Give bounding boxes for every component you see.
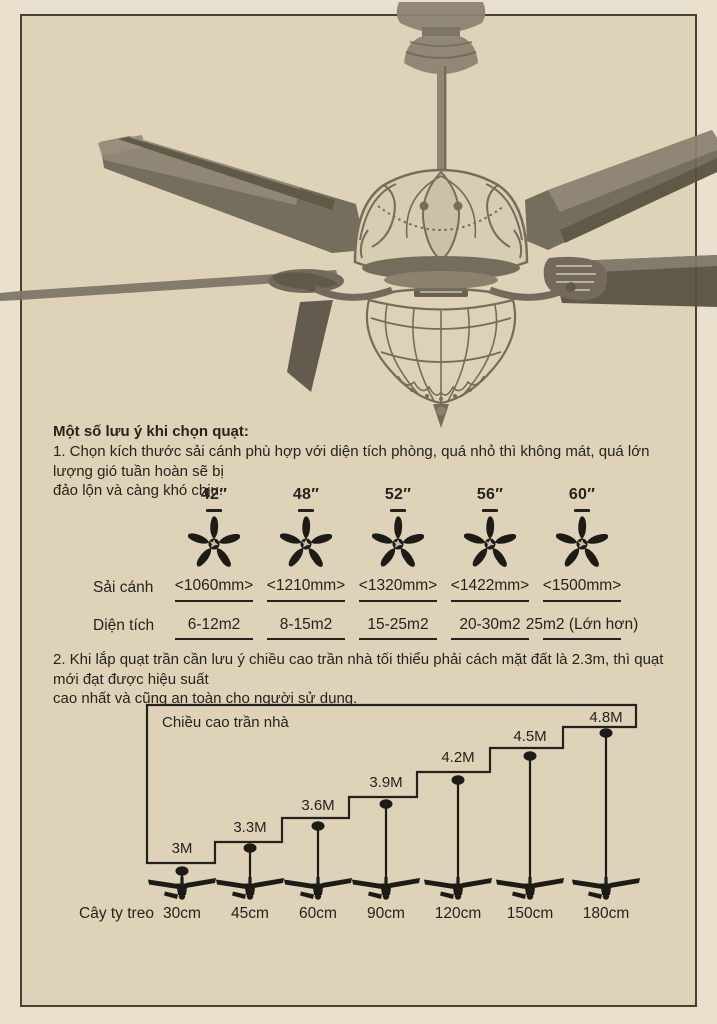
fan-mount-dash <box>206 509 222 513</box>
fan-size-label: 52″ <box>384 486 412 503</box>
fan-mount-dash <box>298 509 314 513</box>
area-value: 15-25m2 <box>367 616 429 633</box>
blade-span-value: <1060mm> <box>174 577 254 594</box>
ceiling-height-label: 4.5M <box>513 728 547 745</box>
fan-size-label: 56″ <box>476 486 504 503</box>
fan-top-view-icon <box>556 516 608 569</box>
rod-length-label: 180cm <box>582 905 630 922</box>
blade-span-value: <1500mm> <box>542 577 622 594</box>
rod-length-label: 30cm <box>163 905 201 922</box>
rod-length-label: 60cm <box>299 905 337 922</box>
divider <box>451 600 529 603</box>
fan-mount-dash <box>390 509 406 513</box>
ceiling-height-label: 3.6M <box>301 797 335 814</box>
row-label-area: Diện tích <box>93 617 155 634</box>
divider <box>359 600 437 603</box>
blade-span-value: <1422mm> <box>450 577 530 594</box>
rod-length-label: 120cm <box>434 905 482 922</box>
ceiling-height-label: 4.2M <box>441 749 475 766</box>
rod-length-label: 45cm <box>231 905 269 922</box>
blade-span-value: <1210mm> <box>266 577 346 594</box>
fan-mount-dash <box>574 509 590 513</box>
area-value: 6-12m2 <box>187 616 241 633</box>
ceiling-height-label: 4.8M <box>589 709 623 726</box>
rod-row-label: Cây ty treo <box>79 905 154 922</box>
fan-top-view-icon <box>372 516 424 569</box>
fan-top-view-icon <box>280 516 332 569</box>
note-2: 2. Khi lắp quạt trần cần lưu ý chiều cao… <box>53 651 664 707</box>
fan-top-view-icon <box>188 516 240 569</box>
divider <box>451 638 529 641</box>
divider <box>359 638 437 641</box>
section-heading: Một số lưu ý khi chọn quạt: <box>53 423 249 440</box>
divider <box>175 600 253 603</box>
fan-size-label: 48″ <box>292 486 320 503</box>
area-value: 25m2 (Lớn hơn) <box>525 616 639 633</box>
ceiling-fan-illustration <box>0 2 717 428</box>
ceiling-height-label: 3.3M <box>233 819 267 836</box>
divider <box>175 638 253 641</box>
divider <box>543 600 621 603</box>
fan-mount-dash <box>482 509 498 513</box>
note-1: 1. Chọn kích thước sải cánh phù hợp với … <box>53 443 650 499</box>
ceiling-height-label: 3.9M <box>369 774 403 791</box>
divider <box>267 638 345 641</box>
fan-top-view-icon <box>464 516 516 569</box>
area-value: 20-30m2 <box>459 616 521 633</box>
divider <box>543 638 621 641</box>
rod-length-label: 150cm <box>506 905 554 922</box>
rod-length-label: 90cm <box>367 905 405 922</box>
ceiling-height-label: 3M <box>171 840 193 857</box>
diagram-title: Chiều cao trần nhà <box>162 714 289 731</box>
divider <box>267 600 345 603</box>
fan-size-label: 42″ <box>200 486 228 503</box>
row-label-blade-span: Sải cánh <box>93 579 154 596</box>
area-value: 8-15m2 <box>279 616 333 633</box>
blade-span-value: <1320mm> <box>358 577 438 594</box>
fan-size-label: 60″ <box>568 486 596 503</box>
